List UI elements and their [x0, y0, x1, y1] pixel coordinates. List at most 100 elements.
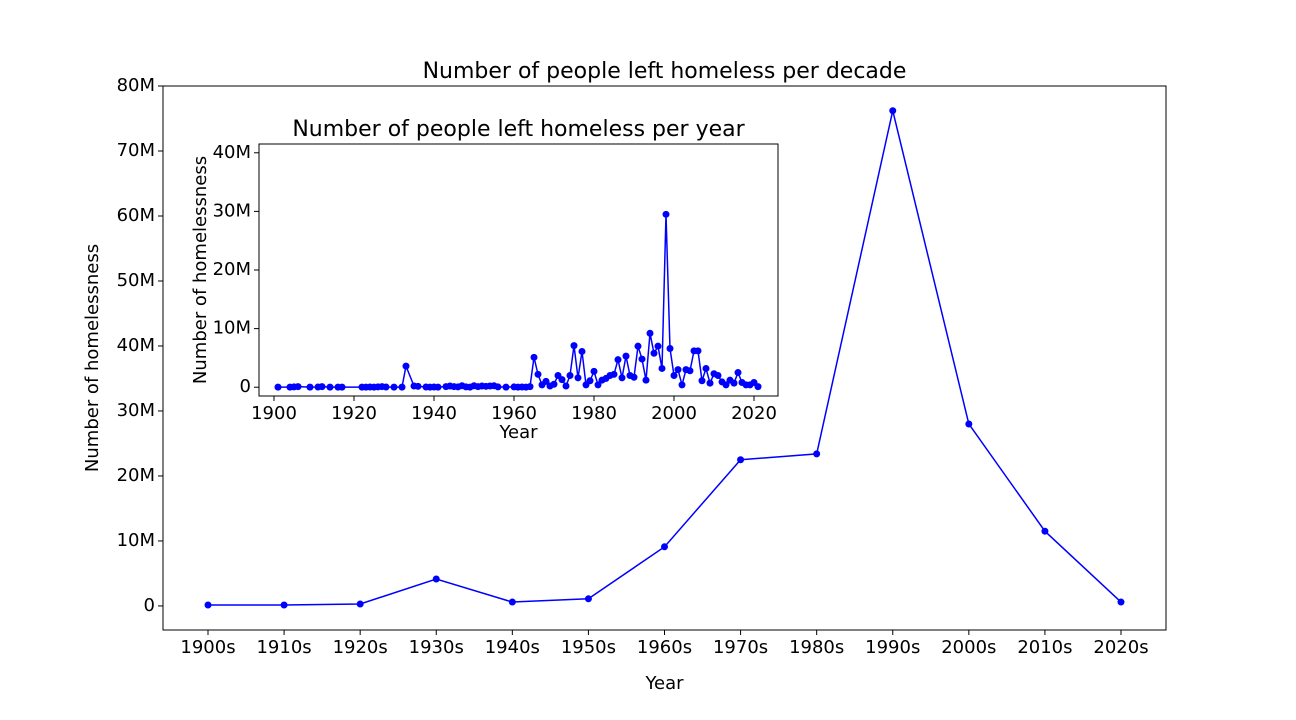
data-point — [634, 342, 642, 350]
y-tick-label: 80M — [117, 75, 155, 96]
y-tick-label: 20M — [117, 465, 155, 486]
chart-title: Number of people left homeless per year — [292, 117, 745, 142]
data-point — [630, 373, 638, 381]
y-tick-label: 0 — [240, 376, 251, 397]
data-point — [889, 107, 897, 115]
x-tick-label: 1920 — [331, 403, 377, 424]
y-tick-label: 20M — [213, 259, 251, 280]
data-point — [722, 381, 730, 389]
x-tick-label: 1980 — [571, 403, 617, 424]
data-point — [730, 379, 738, 387]
data-point — [550, 380, 558, 388]
data-point — [678, 381, 686, 389]
y-axis-label: Number of homelessness — [190, 156, 211, 384]
data-point — [402, 362, 410, 370]
axes-frame — [162, 85, 1167, 631]
data-point — [398, 383, 406, 391]
data-point — [356, 600, 364, 608]
y-tick-label: 40M — [213, 142, 251, 163]
y-tick-label: 30M — [117, 400, 155, 421]
x-tick-label: 2000s — [941, 637, 996, 658]
data-point — [614, 356, 622, 364]
data-point — [574, 374, 582, 382]
data-point — [662, 210, 670, 218]
data-point — [434, 383, 442, 391]
data-point — [534, 370, 542, 378]
data-point — [1041, 527, 1049, 535]
x-tick-label: 1920s — [333, 637, 388, 658]
data-point — [294, 383, 302, 391]
data-point — [390, 383, 398, 391]
data-point — [813, 450, 821, 458]
x-tick-label: 1900s — [180, 637, 235, 658]
data-point — [414, 382, 422, 390]
data-point — [686, 367, 694, 375]
data-point — [326, 383, 334, 391]
x-tick-label: 1940 — [411, 403, 457, 424]
data-point — [650, 349, 658, 357]
y-tick-label: 30M — [213, 200, 251, 221]
data-point — [306, 383, 314, 391]
x-tick-label: 1960s — [637, 637, 692, 658]
data-point — [542, 377, 550, 385]
y-tick-label: 10M — [117, 530, 155, 551]
data-point — [280, 601, 288, 609]
data-point — [674, 366, 682, 374]
data-point — [570, 342, 578, 350]
x-tick-label: 1970s — [713, 637, 768, 658]
y-axis-label: Number of homelessness — [82, 244, 103, 472]
x-tick-label: 1910s — [256, 637, 311, 658]
data-point — [318, 383, 326, 391]
data-point — [382, 383, 390, 391]
x-tick-label: 1930s — [409, 637, 464, 658]
data-point — [594, 381, 602, 389]
x-tick-label: 2020 — [731, 403, 777, 424]
data-point — [610, 370, 618, 378]
x-tick-label: 2010s — [1017, 637, 1072, 658]
x-axis-label: Year — [498, 422, 538, 443]
y-tick-label: 40M — [117, 335, 155, 356]
x-tick-label: 1980s — [789, 637, 844, 658]
axes-frame — [258, 143, 779, 397]
x-tick-label: 1950s — [561, 637, 616, 658]
data-point — [586, 377, 594, 385]
data-point — [1117, 598, 1125, 606]
data-point — [706, 379, 714, 387]
data-point — [658, 364, 666, 372]
data-point — [694, 347, 702, 355]
y-tick-label: 50M — [117, 270, 155, 291]
data-point — [508, 598, 516, 606]
y-tick-label: 60M — [117, 205, 155, 226]
data-point — [274, 383, 282, 391]
data-point — [558, 376, 566, 384]
data-point — [338, 383, 346, 391]
data-point — [526, 383, 534, 391]
data-point — [965, 420, 973, 428]
data-point — [204, 601, 212, 609]
x-tick-label: 1960 — [491, 403, 537, 424]
data-point — [646, 329, 654, 337]
data-point — [494, 383, 502, 391]
y-tick-label: 10M — [213, 318, 251, 339]
data-point — [618, 374, 626, 382]
y-tick-label: 70M — [117, 140, 155, 161]
data-point — [666, 345, 674, 353]
data-point — [698, 377, 706, 385]
data-point — [578, 347, 586, 355]
axes-background — [259, 144, 778, 396]
data-point — [502, 383, 510, 391]
x-tick-label: 1990s — [865, 637, 920, 658]
data-point — [638, 355, 646, 363]
x-tick-label: 2020s — [1093, 637, 1148, 658]
x-axis-label: Year — [644, 673, 684, 694]
data-point — [622, 352, 630, 360]
data-point — [642, 376, 650, 384]
data-point — [661, 543, 668, 551]
x-tick-label: 2000 — [651, 403, 697, 424]
data-point — [734, 369, 742, 377]
data-point — [584, 595, 592, 603]
data-point — [737, 456, 745, 464]
data-point — [566, 371, 574, 379]
data-point — [702, 364, 710, 372]
